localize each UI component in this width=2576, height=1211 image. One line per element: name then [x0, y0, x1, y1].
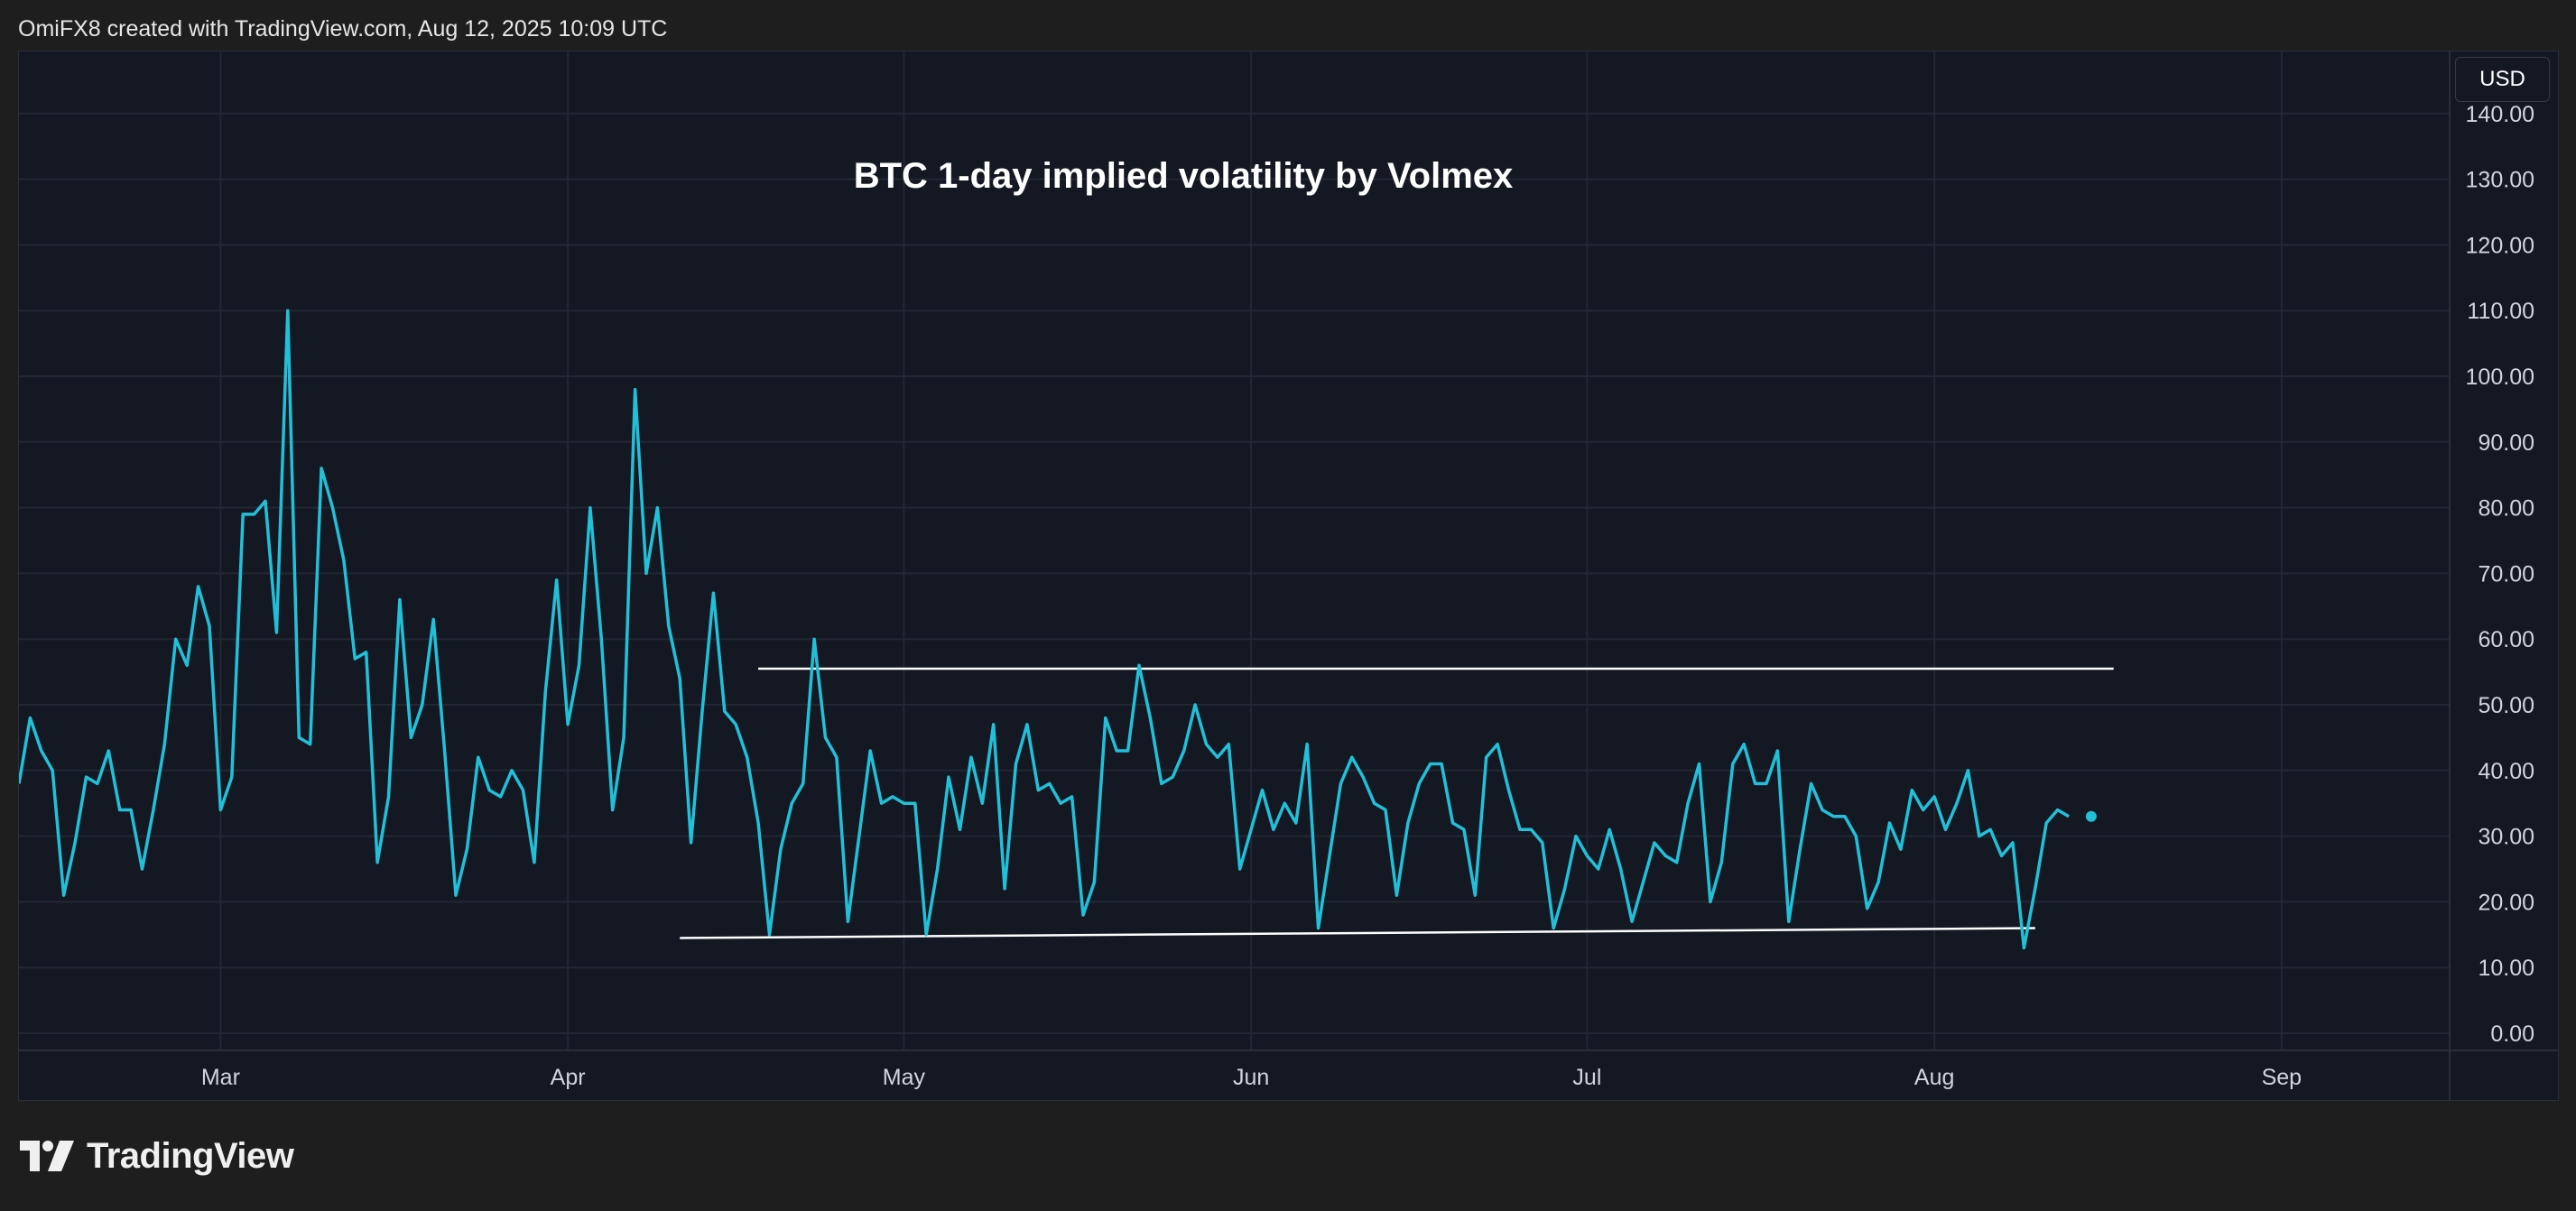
series-layer [19, 309, 2097, 950]
x-tick-label: Jun [1233, 1065, 1269, 1090]
x-tick-label: Aug [1914, 1065, 1954, 1090]
brand-name: TradingView [87, 1135, 294, 1176]
currency-button[interactable]: USD [2455, 57, 2550, 102]
tradingview-logo-icon [20, 1141, 74, 1171]
y-tick-label: 60.00 [2478, 627, 2534, 652]
y-tick-label: 20.00 [2478, 890, 2534, 915]
x-tick-label: Apr [551, 1065, 586, 1090]
y-tick-label: 140.00 [2466, 102, 2534, 127]
y-tick-label: 110.00 [2467, 299, 2534, 324]
y-tick-label: 0.00 [2490, 1021, 2534, 1047]
y-tick-label: 90.00 [2478, 430, 2534, 456]
y-tick-label: 130.00 [2466, 168, 2534, 193]
brand-footer: TradingView [20, 1133, 294, 1179]
y-tick-label: 120.00 [2466, 233, 2534, 258]
last-value-marker [2085, 810, 2097, 822]
chart-title: BTC 1-day implied volatility by Volmex [854, 156, 1514, 196]
y-tick-label: 70.00 [2478, 561, 2534, 587]
x-tick-label: May [883, 1065, 926, 1090]
price-axis: 0.00 10.00 20.00 30.00 40.00 50.00 60.00 70.00 8… [2466, 102, 2534, 1047]
trendline[interactable] [680, 927, 2035, 939]
y-tick-label: 10.00 [2478, 956, 2534, 981]
y-tick-label: 100.00 [2466, 365, 2534, 390]
y-tick-label: 80.00 [2478, 496, 2534, 522]
y-tick-label: 50.00 [2478, 693, 2534, 718]
chart-attribution: OmiFX8 created with TradingView.com, Aug… [18, 16, 668, 42]
x-tick-label: Jul [1572, 1065, 1601, 1090]
series-line[interactable] [19, 309, 2070, 950]
y-tick-label: 30.00 [2478, 825, 2534, 850]
x-tick-label: Mar [201, 1065, 240, 1090]
time-axis: Mar Apr May Jun Jul Aug Sep [201, 1065, 2302, 1090]
plot-area [19, 51, 2450, 1050]
line-chart[interactable]: 0.00 10.00 20.00 30.00 40.00 50.00 60.00 70.00 8… [19, 51, 2558, 1100]
x-tick-label: Sep [2262, 1065, 2302, 1090]
grid-lines [19, 51, 2450, 1050]
y-tick-label: 40.00 [2478, 759, 2534, 784]
trendlines [680, 667, 2114, 939]
chart-panel[interactable]: 0.00 10.00 20.00 30.00 40.00 50.00 60.00 70.00 8… [18, 51, 2559, 1101]
